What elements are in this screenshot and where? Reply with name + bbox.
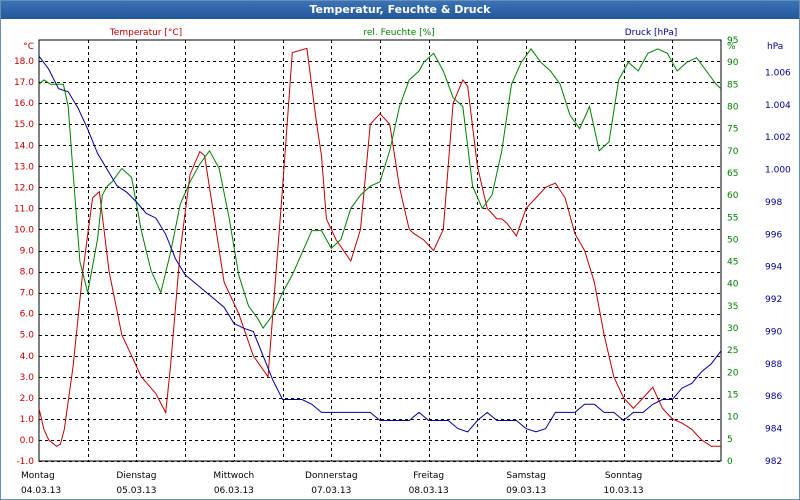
x-date-label: 04.03.13 <box>21 486 61 496</box>
temp-tick-label: 14.0 <box>14 141 34 151</box>
pressure-tick-label: 1.002 <box>765 133 791 143</box>
humidity-tick-label: 5 <box>727 435 733 445</box>
humidity-tick-label: 75 <box>727 125 738 135</box>
humidity-tick-label: 30 <box>727 324 739 334</box>
humidity-tick-label: 90 <box>727 58 739 68</box>
temp-tick-label: 7.0 <box>20 289 35 299</box>
x-day-label: Freitag <box>413 471 444 481</box>
pressure-tick-label: 996 <box>765 230 782 240</box>
temp-tick-label: 8.0 <box>20 268 35 278</box>
temp-tick-label: 0.0 <box>20 436 35 446</box>
x-day-label: Donnerstag <box>305 471 358 481</box>
temp-tick-label: 9.0 <box>20 247 35 257</box>
x-day-label: Dienstag <box>116 471 156 481</box>
pressure-tick-label: 1.006 <box>765 68 791 78</box>
pressure-tick-label: 984 <box>765 425 782 435</box>
temp-tick-label: 13.0 <box>14 162 34 172</box>
temp-tick-label: 4.0 <box>20 352 35 362</box>
pressure-tick-label: 1.004 <box>765 101 791 111</box>
humidity-tick-label: 70 <box>727 147 739 157</box>
humidity-tick-label: 60 <box>727 191 739 201</box>
humidity-unit-label: % <box>727 42 736 52</box>
temp-tick-label: 10.0 <box>14 225 34 235</box>
temp-tick-label: 15.0 <box>14 120 34 130</box>
humidity-axis-title: rel. Feuchte [%] <box>363 28 434 38</box>
x-date-label: 07.03.13 <box>311 486 351 496</box>
temp-tick-label: 6.0 <box>20 310 35 320</box>
x-day-label: Samstag <box>506 471 545 481</box>
humidity-tick-label: 0 <box>727 457 733 467</box>
series-line <box>38 55 722 433</box>
humidity-tick-label: 25 <box>727 346 738 356</box>
x-day-label: Sonntag <box>605 471 642 481</box>
x-date-label: 06.03.13 <box>214 486 254 496</box>
temp-tick-label: 17.0 <box>14 78 34 88</box>
x-date-label: 09.03.13 <box>506 486 546 496</box>
gridlines <box>39 40 721 462</box>
temp-tick-label: -1.0 <box>16 457 34 467</box>
x-date-label: 05.03.13 <box>116 486 156 496</box>
humidity-tick-label: 80 <box>727 102 739 112</box>
series-line <box>38 47 721 447</box>
temp-tick-label: 18.0 <box>14 57 34 67</box>
window-title: Temperatur, Feuchte & Druck <box>1 1 799 19</box>
temp-unit-label: °C <box>23 42 34 52</box>
x-date-label: 08.03.13 <box>409 486 449 496</box>
humidity-tick-label: 20 <box>727 368 739 378</box>
temp-tick-label: 2.0 <box>20 394 35 404</box>
temp-tick-label: 1.0 <box>20 415 35 425</box>
pressure-tick-label: 998 <box>765 198 782 208</box>
temp-axis-title: Temperatur [°C] <box>109 28 182 38</box>
temp-tick-label: 16.0 <box>14 99 34 109</box>
pressure-tick-label: 986 <box>765 392 782 402</box>
humidity-tick-label: 45 <box>727 258 738 268</box>
temp-tick-label: 3.0 <box>20 373 35 383</box>
pressure-tick-label: 990 <box>765 327 782 337</box>
temp-tick-label: 5.0 <box>20 331 35 341</box>
humidity-tick-label: 10 <box>727 413 739 423</box>
pressure-tick-label: 1.000 <box>765 166 791 176</box>
temp-tick-label: 11.0 <box>14 204 34 214</box>
humidity-tick-label: 35 <box>727 302 738 312</box>
series-line <box>38 48 722 330</box>
x-date-label: 10.03.13 <box>604 486 644 496</box>
x-day-label: Montag <box>21 471 55 481</box>
humidity-tick-label: 50 <box>727 235 739 245</box>
humidity-tick-label: 15 <box>727 391 738 401</box>
temp-tick-label: 12.0 <box>14 183 34 193</box>
humidity-tick-label: 95 <box>727 36 738 46</box>
pressure-tick-label: 988 <box>765 360 782 370</box>
pressure-tick-label: 994 <box>765 263 782 273</box>
humidity-tick-label: 55 <box>727 213 738 223</box>
humidity-tick-label: 40 <box>727 280 739 290</box>
pressure-unit-label: hPa <box>767 42 783 52</box>
humidity-tick-label: 85 <box>727 80 738 90</box>
pressure-tick-label: 992 <box>765 295 782 305</box>
x-day-label: Mittwoch <box>213 471 254 481</box>
pressure-tick-label: 982 <box>765 457 782 467</box>
humidity-tick-label: 65 <box>727 169 738 179</box>
pressure-axis-title: Druck [hPa] <box>625 28 678 38</box>
